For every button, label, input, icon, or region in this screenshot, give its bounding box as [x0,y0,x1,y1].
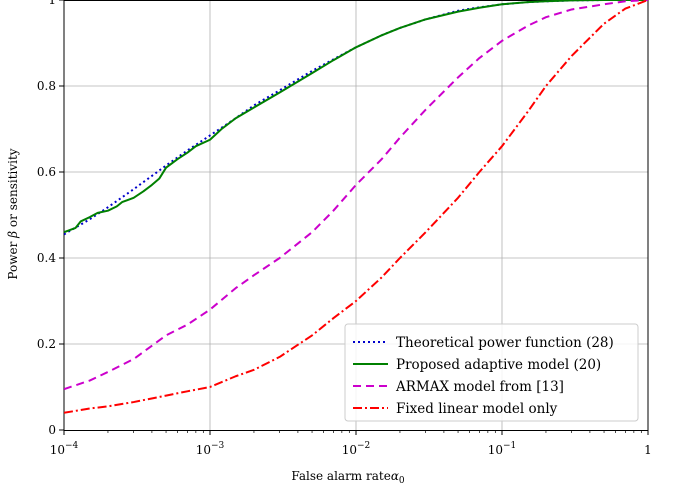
legend: Theoretical power function (28) Proposed … [344,323,639,422]
series-line-2 [64,0,648,234]
x-axis-label: False alarm rateα0 [291,469,405,486]
x-axis-ticks: 10−4 10−3 10−2 10−1 1 [50,430,652,457]
y-tick-label: 0.4 [37,251,56,265]
series-line-3 [64,0,648,391]
y-axis-label: Power β or sensitivity [6,148,20,279]
y-tick-label: 1 [48,0,56,7]
y-tick-label: 0.2 [37,337,56,351]
y-axis-ticks: 0 0.2 0.4 0.6 0.8 1 [37,0,64,437]
series-line-4 [64,0,648,414]
legend-label-2: Proposed adaptive model (20) [396,357,601,373]
legend-label-4: Fixed linear model only [396,401,558,417]
y-tick-label: 0.8 [37,79,56,93]
legend-box [344,323,639,422]
y-tick-label: 0.6 [37,165,56,179]
x-tick-label: 10−1 [488,441,517,457]
legend-label-1: Theoretical power function (28) [396,335,614,351]
y-tick-label: 0 [48,423,56,437]
x-tick-label: 10−3 [196,441,225,457]
x-tick-label: 10−2 [342,441,371,457]
series-layer [64,0,648,414]
grid-lines [64,0,648,430]
x-tick-label: 1 [644,443,652,457]
x-tick-label: 10−4 [50,441,79,457]
legend-label-3: ARMAX model from [13] [395,379,564,395]
